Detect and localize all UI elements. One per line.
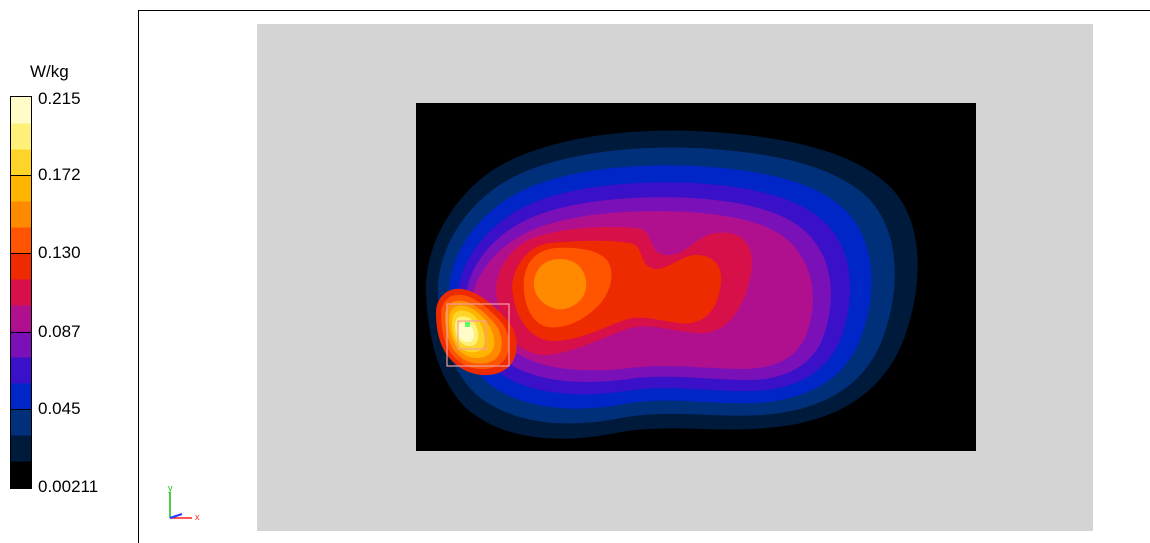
y-axis-label: y (168, 483, 173, 493)
colorbar-segment (11, 383, 31, 410)
colorbar-tick-label: 0.130 (38, 242, 81, 262)
colorbar-segment (11, 123, 31, 150)
colorbar-tick (10, 331, 32, 333)
colorbar-segment (11, 279, 31, 306)
colorbar (10, 96, 32, 488)
colorbar-segment (11, 227, 31, 254)
colorbar-tick (10, 175, 32, 177)
colorbar-segment (11, 97, 31, 124)
colorbar-tick (10, 488, 32, 489)
colorbar-tick-label: 0.087 (38, 321, 81, 341)
colorbar-segment (11, 461, 31, 487)
colorbar-tick-label: 0.172 (38, 165, 81, 185)
colorbar-segment (11, 149, 31, 176)
colorbar-segment (11, 357, 31, 384)
evaluation-cube-outer (446, 303, 510, 367)
colorbar-segment (11, 331, 31, 358)
peak-location-marker (465, 322, 470, 327)
colorbar-segment (11, 175, 31, 202)
colorbar-tick (10, 409, 32, 411)
x-axis-label: x (195, 512, 200, 522)
colorbar-segment (11, 409, 31, 436)
contour-layers (425, 130, 918, 439)
colorbar-tick-label: 0.045 (38, 399, 81, 419)
colorbar-segment (11, 253, 31, 280)
z-axis-line (169, 513, 183, 519)
contour-level (533, 259, 587, 310)
colorbar-tick-label: 0.00211 (38, 477, 99, 496)
axes-indicator: x y (168, 483, 200, 522)
colorbar-unit-label: W/kg (30, 62, 69, 81)
colorbar-tick (10, 252, 32, 254)
sar-distribution-map (416, 103, 976, 451)
colorbar-segment (11, 201, 31, 228)
colorbar-segment (11, 305, 31, 332)
colorbar-segment (11, 435, 31, 462)
colorbar-tick (10, 96, 32, 97)
evaluation-cube-inner (457, 320, 487, 350)
view-frame (138, 10, 1150, 543)
contour-level (458, 322, 474, 342)
colorbar-tick-label: 0.215 (38, 89, 81, 108)
